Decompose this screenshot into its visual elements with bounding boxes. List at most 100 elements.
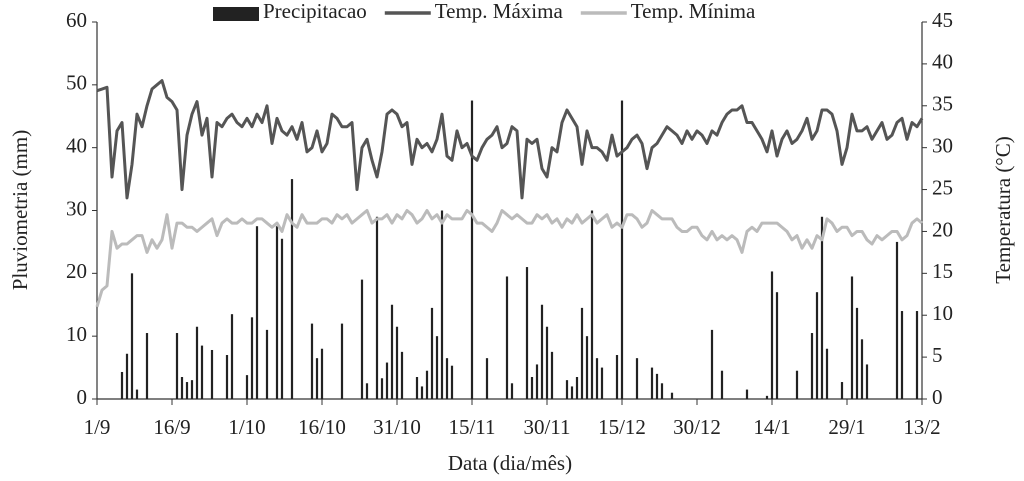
line [95,209,923,308]
bar [620,100,624,400]
bar [745,389,749,399]
bar [510,383,514,399]
bar [245,375,249,399]
bar [385,362,389,399]
bar [130,273,134,399]
bar [265,329,269,399]
bar [635,358,639,399]
x-tick-label: 31/10 [373,415,421,439]
bar [470,100,474,400]
y-tick-label: 50 [66,71,87,95]
y2-tick-label: 45 [932,8,953,32]
bar [395,326,399,399]
bar [505,276,509,399]
bar [230,314,234,399]
bar [540,304,544,399]
bar [825,348,829,399]
bar [670,392,674,399]
x-tick-label: 30/11 [523,415,570,439]
y-tick-label: 40 [66,133,87,157]
bar [120,371,124,399]
bar [615,355,619,399]
bar [435,336,439,399]
bar [710,329,714,399]
bar [320,348,324,399]
bar [195,326,199,399]
bar [255,226,259,399]
bar [895,241,899,399]
bar [365,383,369,399]
bar [840,382,844,399]
line [96,79,924,200]
x-tick-label: 13/2 [903,415,940,439]
bar [565,380,569,399]
bar [815,292,819,399]
bar [225,355,229,399]
bar [660,383,664,399]
legend-label: Temp. Mínima [631,0,756,23]
y2-tick-label: 5 [932,343,943,367]
bar [250,317,254,399]
bar [275,226,279,399]
bar [315,358,319,399]
bar [525,267,529,399]
bar [900,311,904,399]
x-tick-label: 15/11 [448,415,495,439]
y2-tick-label: 40 [932,50,953,74]
x-tick-label: 14/1 [753,415,790,439]
bar [420,386,424,399]
x-tick-label: 16/9 [153,415,190,439]
y-tick-label: 10 [66,322,87,346]
y-tick-label: 0 [77,385,88,409]
bar [590,210,594,399]
bar [600,367,604,399]
x-tick-label: 16/10 [298,415,346,439]
legend-swatch [213,7,259,21]
bar [415,377,419,399]
bar [135,389,139,399]
bar [190,380,194,399]
bar [550,351,554,399]
bar [860,339,864,399]
bar [775,292,779,399]
bar [390,304,394,399]
bar [425,370,429,399]
bar [765,395,769,399]
bar [485,358,489,399]
bar [450,365,454,399]
y-tick-label: 60 [66,8,87,32]
y2-tick-label: 20 [932,217,953,241]
y2-tick-label: 35 [932,92,953,116]
bar [445,358,449,399]
bar [580,307,584,399]
x-tick-label: 1/10 [228,415,265,439]
y2-tick-label: 25 [932,175,953,199]
bar [340,323,344,399]
x-tick-label: 30/12 [673,415,721,439]
x-tick-label: 1/9 [84,415,111,439]
bar [430,307,434,399]
legend-label: Temp. Máxima [435,0,564,23]
bar [545,326,549,399]
bar [655,373,659,399]
bar [310,323,314,399]
bar [585,336,589,399]
bar [865,364,869,399]
bar [180,377,184,399]
x-tick-label: 29/1 [828,415,865,439]
y2-axis-label: Temperatura (°C) [991,136,1015,283]
y2-tick-label: 15 [932,259,953,283]
bar [820,216,824,399]
bar [855,307,859,399]
bar [400,351,404,399]
y-axis-label: Pluviometria (mm) [8,130,32,290]
bar [380,378,384,399]
bar [280,238,284,399]
bar [770,271,774,399]
bar [915,311,919,399]
bar [440,210,444,399]
bar [650,367,654,399]
bar [145,333,149,399]
bar [530,377,534,399]
